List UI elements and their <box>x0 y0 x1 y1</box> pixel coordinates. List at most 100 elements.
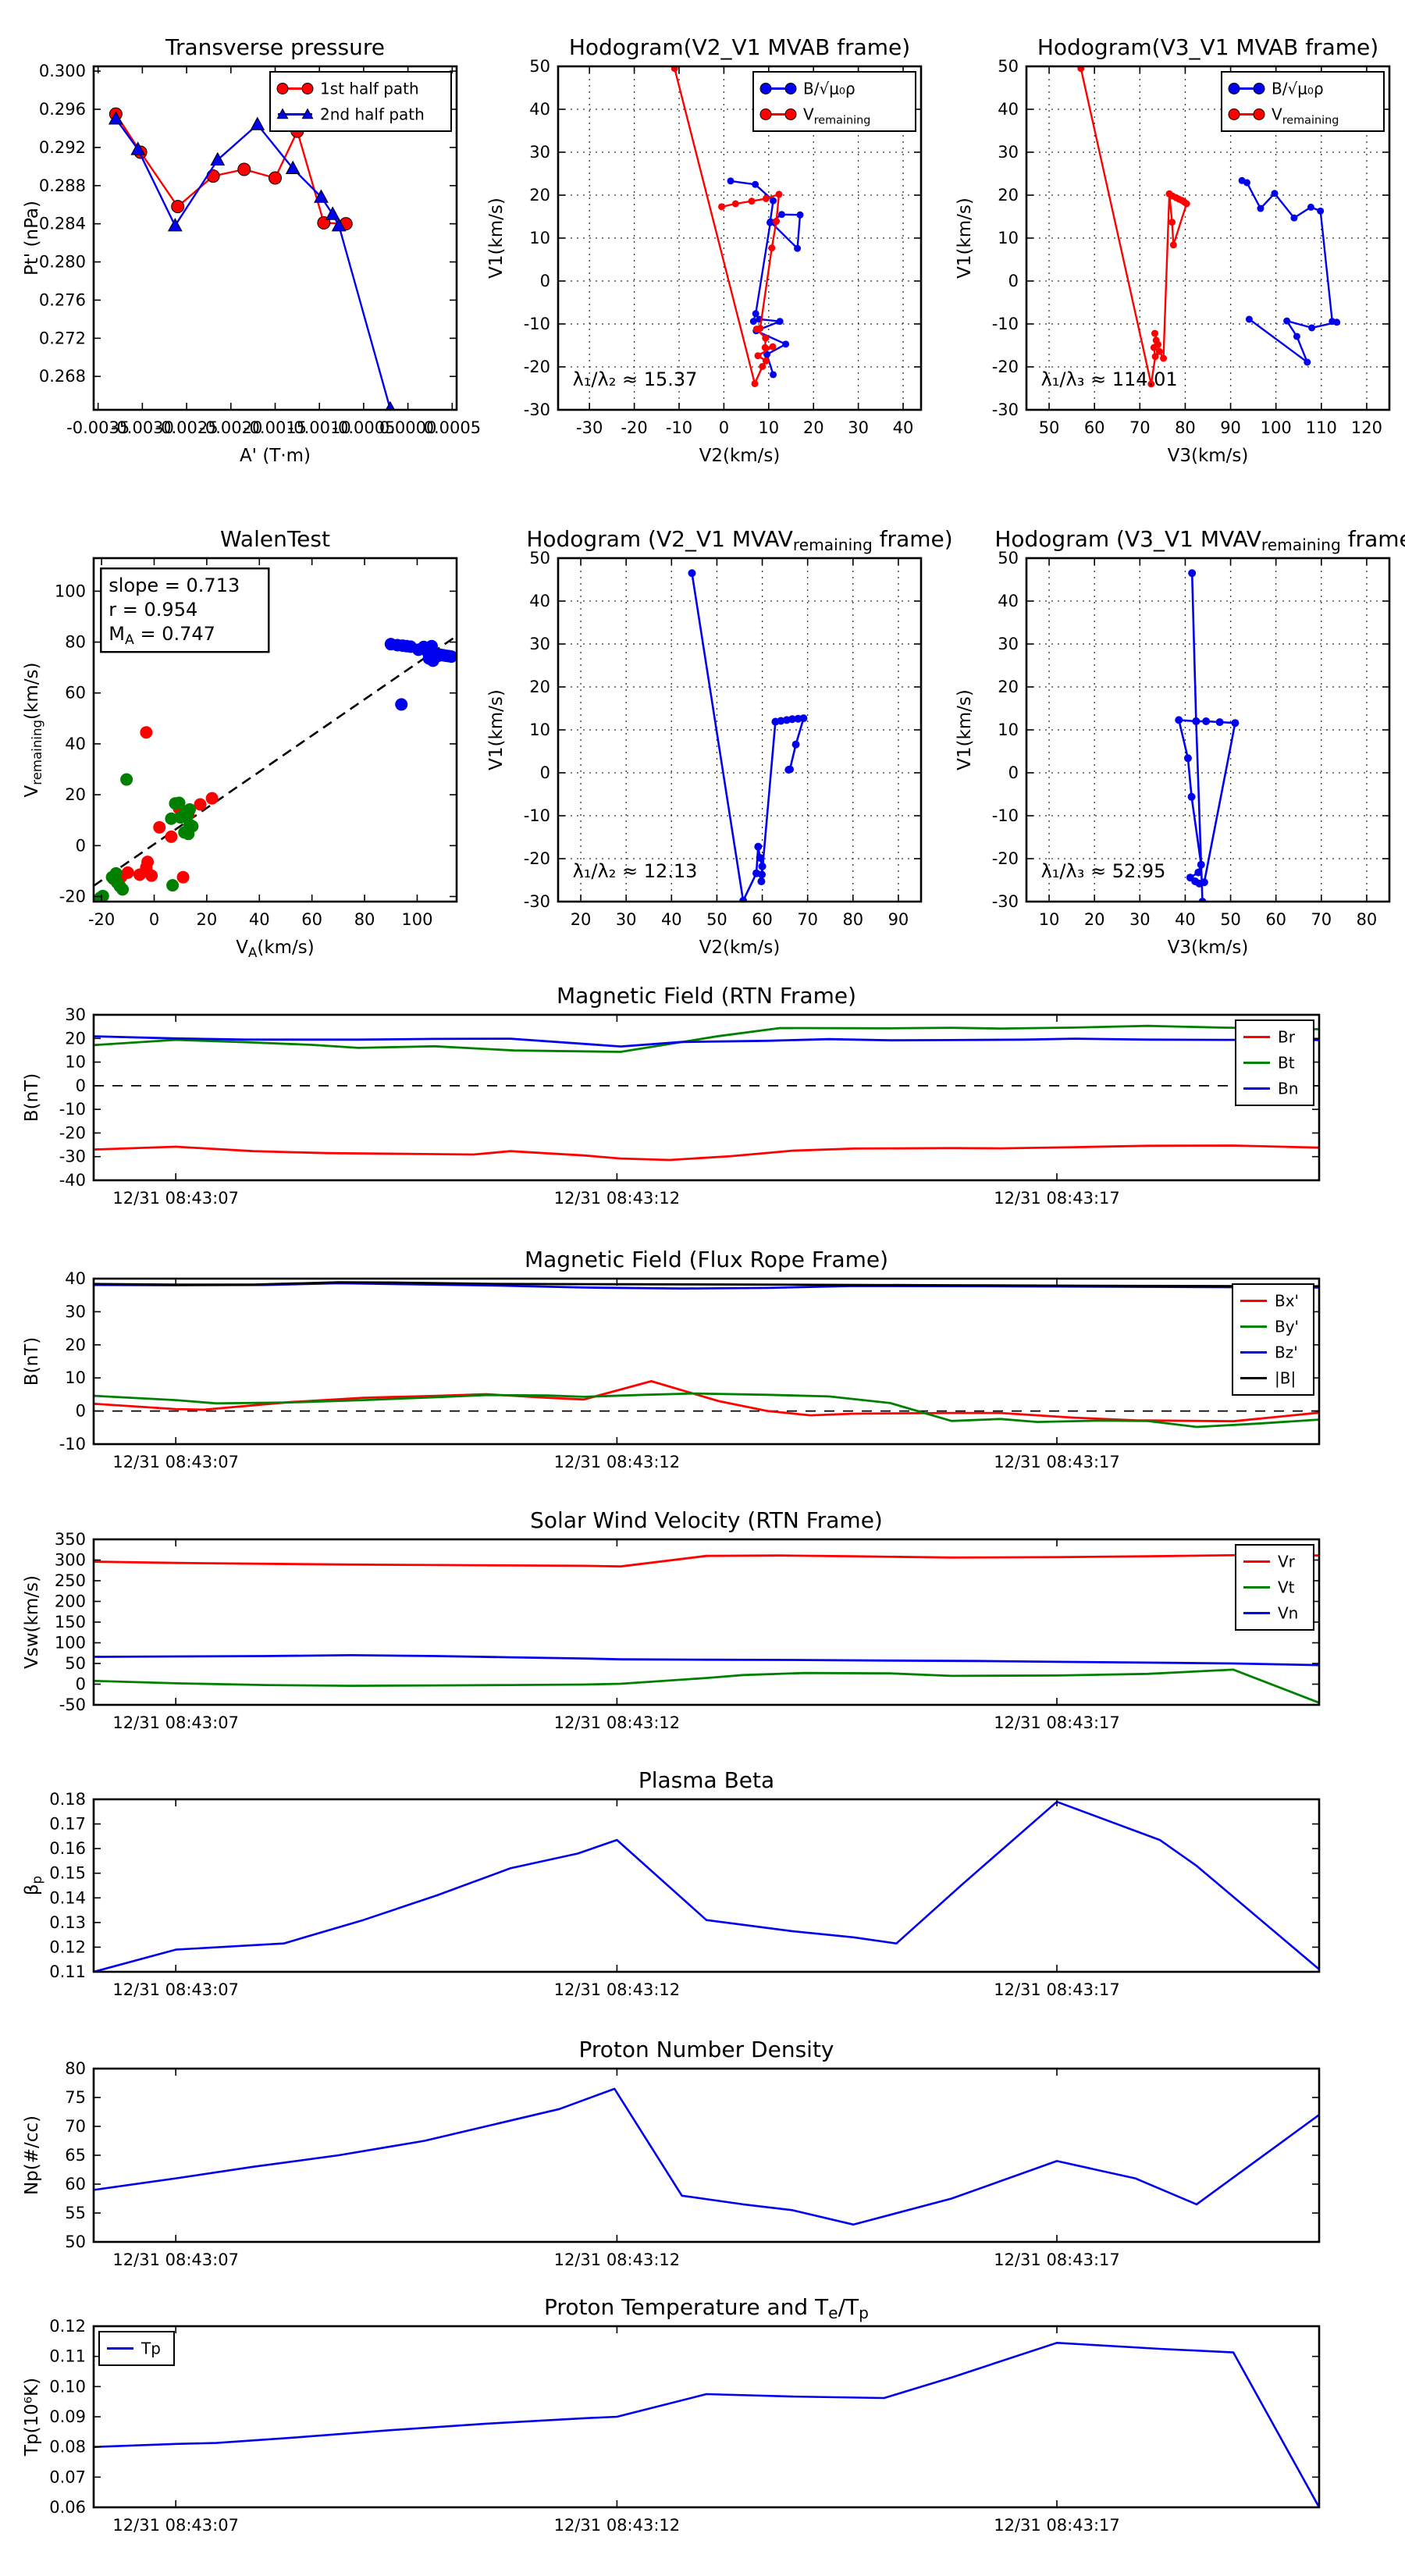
series-line <box>93 1654 1320 1667</box>
lambda-ratio-annotation: λ₁/λ₃ ≈ 52.95 <box>1041 860 1166 882</box>
chart-plasma-beta: 12/31 08:43:07 12/31 08:43:12 12/31 08:43:… <box>22 1767 1321 1999</box>
legend: B/√μ₀ρ Vremaining <box>1221 71 1385 132</box>
x-tick-label: -20 <box>621 418 647 437</box>
data-point-marker <box>1245 315 1253 323</box>
x-tick-label: 12/31 08:43:07 <box>112 1453 239 1471</box>
data-point-marker <box>108 111 123 125</box>
x-axis-label: V3(km/s) <box>1168 938 1249 958</box>
y-tick-label: 0.288 <box>39 176 86 195</box>
y-tick-label: 10 <box>998 229 1019 247</box>
y-axis-label: V1(km/s) <box>486 689 507 770</box>
data-point-marker <box>794 244 802 252</box>
y-tick-label: 20 <box>65 785 86 804</box>
x-tick-label: 12/31 08:43:07 <box>112 1980 239 1999</box>
x-tick-label: 12/31 08:43:12 <box>554 1189 681 1208</box>
data-point-marker <box>395 698 408 711</box>
data-point-marker <box>754 842 763 851</box>
chart-solar-wind-velocity: 12/31 08:43:07 12/31 08:43:12 12/31 08:43:… <box>22 1507 1321 1732</box>
y-tick-label: 20 <box>998 186 1019 205</box>
y-axis-label: βp <box>22 1876 44 1895</box>
data-point-marker <box>784 83 797 94</box>
y-tick-label: 0.12 <box>49 2317 86 2336</box>
data-point-marker <box>752 310 759 318</box>
data-point-marker <box>784 109 797 120</box>
series-V-remaining <box>670 66 783 387</box>
chart-title: Proton Number Density <box>578 2037 834 2062</box>
data-point-marker <box>176 870 190 884</box>
x-tick-label: 100 <box>1261 418 1292 437</box>
chart-proton-temperature: 12/31 08:43:07 12/31 08:43:12 12/31 08:43:… <box>22 2294 1321 2535</box>
data-point-marker <box>133 868 146 881</box>
data-point-marker <box>777 717 785 725</box>
x-tick-label: 12/31 08:43:07 <box>112 2250 239 2269</box>
data-point-marker <box>1308 324 1316 332</box>
series-line <box>1080 68 1188 386</box>
x-tick-label: 0 <box>149 910 159 929</box>
legend-label: B/√μ₀ρ <box>1272 80 1324 98</box>
y-tick-label: 0.284 <box>39 215 86 233</box>
y-tick-label: 0.300 <box>39 62 86 80</box>
series-line <box>93 1553 1320 1568</box>
y-tick-label: 0 <box>540 272 550 290</box>
y-tick-label: 350 <box>55 1530 86 1549</box>
data-point-marker <box>770 371 777 379</box>
y-tick-label: 50 <box>529 57 550 76</box>
series-line <box>93 1392 1320 1429</box>
legend: Br Bt Bn <box>1235 1019 1314 1106</box>
data-point-marker <box>759 109 772 120</box>
x-tick-label: -10 <box>666 418 692 437</box>
data-point-marker <box>325 206 340 220</box>
chart-hodogram-v2v1-mvab: -30 -20 -10 0 10 20 30 40 -30 -20 -10 0 10 20 30 40 50 Ho… <box>486 34 923 466</box>
x-axis-label: VA(km/s) <box>236 938 315 960</box>
data-point-marker <box>166 879 180 892</box>
y-tick-label: -10 <box>524 806 550 825</box>
legend-label: |B| <box>1275 1369 1296 1388</box>
series-line <box>93 1035 1320 1048</box>
x-tick-label: 12/31 08:43:12 <box>554 2250 681 2269</box>
x-tick-label: 0 <box>719 418 729 437</box>
data-point-marker <box>250 116 265 130</box>
chart-title: Solar Wind Velocity (RTN Frame) <box>530 1507 883 1533</box>
y-tick-label: -30 <box>524 892 550 911</box>
y-tick-label: -20 <box>992 849 1019 868</box>
series-line <box>115 118 392 410</box>
data-point-marker <box>727 177 735 185</box>
y-tick-label: 50 <box>65 2233 86 2251</box>
x-tick-label: 100 <box>401 910 432 929</box>
axes-frame <box>92 1277 1321 1446</box>
y-tick-label: 250 <box>55 1571 86 1590</box>
y-axis-label: Tp(10⁶K) <box>22 2378 42 2457</box>
x-tick-label: -0.0035 <box>66 418 130 437</box>
chart-title: Proton Temperature and Te/Tp <box>544 2294 869 2322</box>
data-point-marker <box>758 862 767 870</box>
data-point-marker <box>757 877 766 886</box>
legend-label: 1st half path <box>320 80 419 98</box>
data-point-marker <box>206 169 220 183</box>
series-scatter-green <box>94 773 199 902</box>
data-point-marker <box>120 773 133 786</box>
y-tick-label: 40 <box>65 1269 86 1288</box>
y-tick-label: 30 <box>529 635 550 653</box>
data-point-marker <box>1151 353 1159 361</box>
series-line <box>93 635 457 887</box>
y-tick-label: -30 <box>992 892 1019 911</box>
data-point-marker <box>173 796 186 809</box>
x-tick-label: 12/31 08:43:17 <box>994 1453 1120 1471</box>
data-point-marker <box>757 870 766 879</box>
y-tick-label: 40 <box>998 592 1019 610</box>
y-tick-label: 0.11 <box>49 2347 86 2366</box>
y-tick-label: -30 <box>524 400 550 419</box>
data-point-marker <box>731 200 739 208</box>
y-tick-label: -50 <box>59 1695 86 1714</box>
y-tick-label: 0.268 <box>39 367 86 386</box>
legend-label: Vt <box>1278 1578 1295 1597</box>
chart-title: Magnetic Field (RTN Frame) <box>557 983 856 1009</box>
chart-walen-test: -20 0 20 40 60 80 100 -20 0 20 40 60 80 100 WalenTest V… <box>22 526 458 960</box>
y-tick-label: -10 <box>59 1100 86 1119</box>
data-point-marker <box>1200 878 1208 887</box>
y-axis-label: Vsw(km/s) <box>22 1575 42 1669</box>
data-point-marker <box>385 400 396 411</box>
data-point-marker <box>1228 83 1240 94</box>
x-tick-label: 12/31 08:43:17 <box>994 1980 1120 1999</box>
data-point-marker <box>1183 754 1192 763</box>
